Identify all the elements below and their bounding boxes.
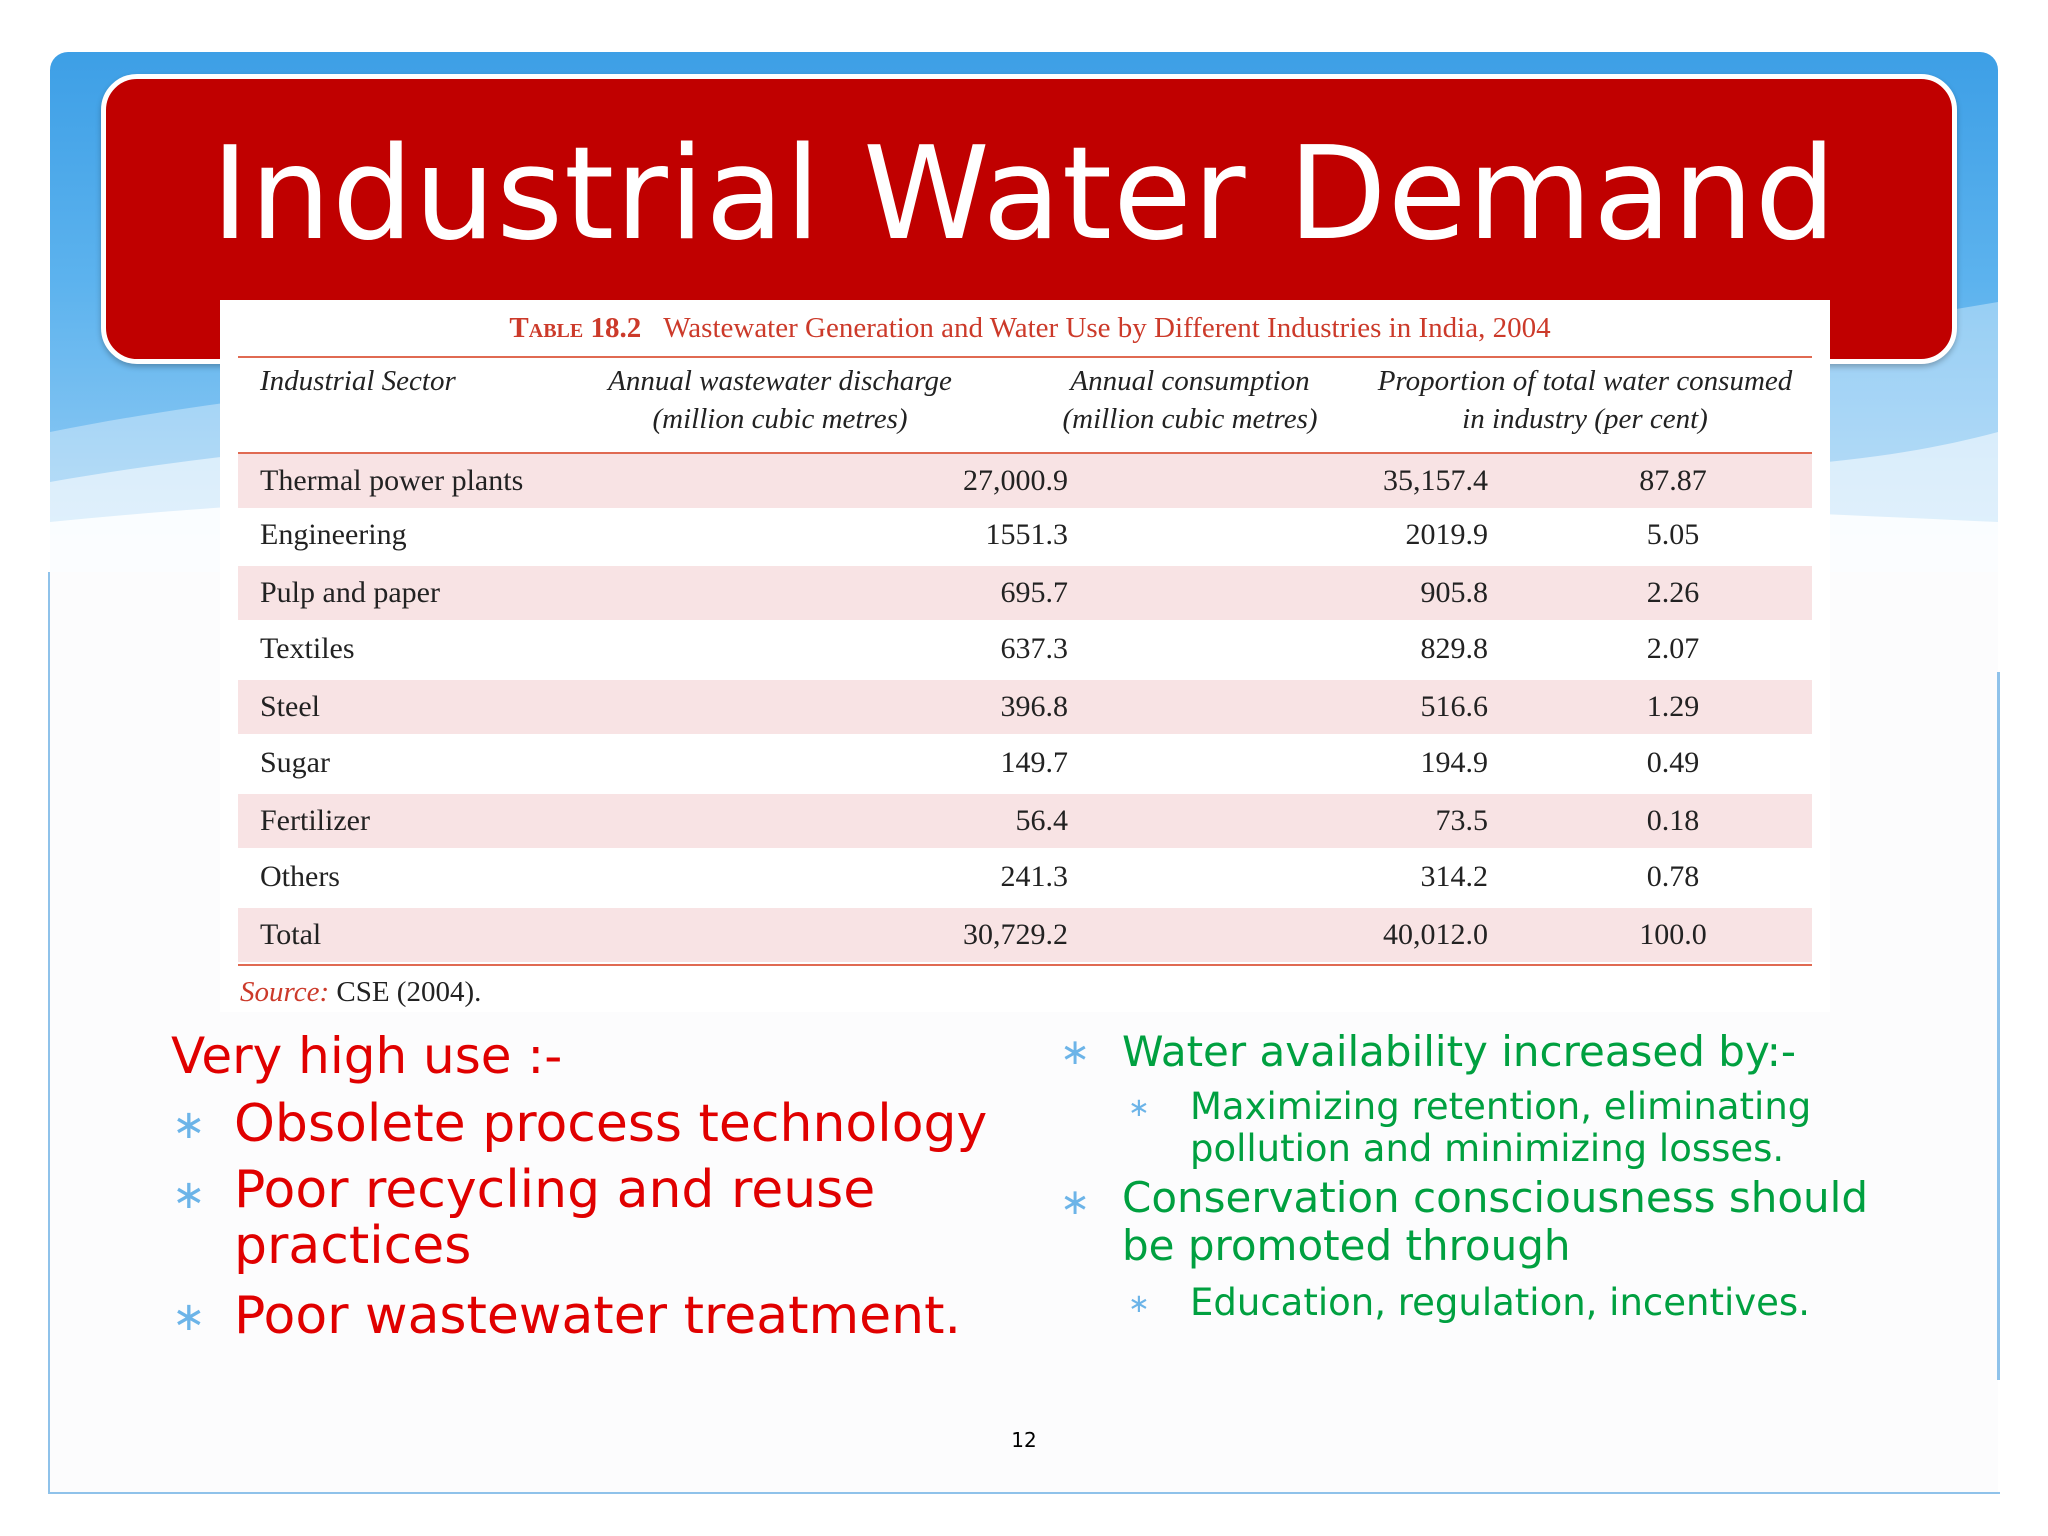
cell-sector: Steel — [260, 690, 320, 723]
cell-proportion: 2.07 — [1646, 632, 1700, 665]
left-bullet-2-cont: practices — [234, 1216, 472, 1276]
right-sub-1-line1: Maximizing retention, eliminating — [1190, 1085, 1812, 1128]
table-top-rule — [238, 356, 1812, 358]
asterisk-bullet-icon: ∗ — [1128, 1093, 1150, 1123]
cell-discharge: 56.4 — [1015, 804, 1069, 837]
cell-discharge: 1551.3 — [985, 518, 1069, 551]
cell-consumption: 35,157.4 — [1383, 464, 1488, 497]
table-row: Steel 396.8 516.6 1.29 — [238, 680, 1812, 734]
asterisk-bullet-icon: ∗ — [172, 1294, 206, 1340]
table-row: Textiles 637.3 829.8 2.07 — [238, 622, 1812, 676]
right-bullet-2-line2: be promoted through — [1122, 1221, 1571, 1270]
asterisk-bullet-icon: ∗ — [1060, 1032, 1091, 1073]
cell-consumption: 516.6 — [1420, 690, 1489, 723]
table-header-proportion: Proportion of total water consumed in in… — [1377, 365, 1793, 435]
cell-sector: Textiles — [260, 632, 355, 665]
cell-sector: Pulp and paper — [260, 576, 440, 609]
cell-proportion: 100.0 — [1639, 918, 1707, 951]
table-bottom-rule — [238, 964, 1812, 966]
table-header-discharge: Annual wastewater discharge (million cub… — [608, 365, 952, 435]
table-row: Engineering 1551.3 2019.9 5.05 — [238, 508, 1812, 562]
cell-consumption: 2019.9 — [1405, 518, 1489, 551]
page-number: 12 — [1011, 1428, 1037, 1452]
table-header-sector: Industrial Sector — [260, 365, 456, 397]
table-header-consumption: Annual consumption (million cubic metres… — [1062, 365, 1318, 435]
table-row: Thermal power plants 27,000.9 35,157.4 8… — [238, 454, 1812, 508]
frame-line-right — [1997, 672, 2000, 1380]
right-bullet-1: Water availability increased by:- — [1122, 1027, 1797, 1076]
cell-proportion: 2.26 — [1646, 576, 1700, 609]
cell-sector: Sugar — [260, 746, 330, 779]
table-row: Others 241.3 314.2 0.78 — [238, 850, 1812, 904]
cell-sector: Thermal power plants — [260, 464, 524, 497]
cell-discharge: 149.7 — [1000, 746, 1069, 779]
table-row: Sugar 149.7 194.9 0.49 — [238, 736, 1812, 790]
source-label: Source: — [240, 976, 330, 1008]
cell-proportion: 5.05 — [1646, 518, 1700, 551]
right-sub-1-line2: pollution and minimizing losses. — [1190, 1127, 1785, 1170]
cell-proportion: 87.87 — [1639, 464, 1707, 497]
cell-sector: Others — [260, 860, 340, 893]
left-bullet-2: Poor recycling and reuse — [234, 1160, 876, 1220]
table-label: Table 18.2 — [509, 312, 642, 344]
cell-consumption: 40,012.0 — [1383, 918, 1488, 951]
cell-consumption: 905.8 — [1420, 576, 1489, 609]
cell-proportion: 0.18 — [1646, 804, 1700, 837]
asterisk-bullet-icon: ∗ — [172, 1102, 206, 1148]
cell-discharge: 695.7 — [1000, 576, 1069, 609]
left-bullet-3: Poor wastewater treatment. — [234, 1286, 961, 1346]
cell-proportion: 1.29 — [1646, 690, 1700, 723]
table-row-total: Total 30,729.2 40,012.0 100.0 — [238, 908, 1812, 962]
frame-line-bottom — [48, 1492, 2000, 1494]
cell-discharge: 396.8 — [1000, 690, 1069, 723]
cell-discharge: 30,729.2 — [963, 918, 1068, 951]
cell-sector: Total — [260, 918, 322, 951]
table-caption: Table 18.2 Wastewater Generation and Wate… — [260, 304, 1800, 352]
table-caption-text: Wastewater Generation and Water Use by D… — [663, 312, 1551, 344]
table-panel — [220, 300, 1830, 1012]
cell-discharge: 637.3 — [1000, 632, 1069, 665]
cell-consumption: 829.8 — [1420, 632, 1489, 665]
table-row: Pulp and paper 695.7 905.8 2.26 — [238, 566, 1812, 620]
table-header-rule — [238, 452, 1812, 454]
table-source: Source: CSE (2004). — [240, 972, 481, 1012]
cell-sector: Fertilizer — [260, 804, 370, 837]
cell-consumption: 73.5 — [1435, 804, 1489, 837]
asterisk-bullet-icon: ∗ — [1128, 1289, 1150, 1319]
cell-consumption: 314.2 — [1420, 860, 1489, 893]
source-text: CSE (2004). — [336, 976, 482, 1008]
asterisk-bullet-icon: ∗ — [172, 1172, 206, 1218]
cell-proportion: 0.49 — [1646, 746, 1700, 779]
cell-consumption: 194.9 — [1420, 746, 1489, 779]
cell-discharge: 27,000.9 — [963, 464, 1068, 497]
right-bullet-2-line1: Conservation consciousness should — [1122, 1173, 1868, 1222]
left-bullet-1: Obsolete process technology — [234, 1094, 988, 1154]
table-row: Fertilizer 56.4 73.5 0.18 — [238, 794, 1812, 848]
cell-sector: Engineering — [260, 518, 407, 551]
cell-discharge: 241.3 — [1000, 860, 1069, 893]
asterisk-bullet-icon: ∗ — [1060, 1182, 1091, 1223]
frame-line-left — [48, 572, 50, 1492]
cell-proportion: 0.78 — [1646, 860, 1700, 893]
slide-title: Industrial Water Demand — [211, 120, 1837, 269]
left-heading: Very high use :- — [171, 1027, 563, 1085]
right-sub-2: Education, regulation, incentives. — [1190, 1281, 1810, 1324]
